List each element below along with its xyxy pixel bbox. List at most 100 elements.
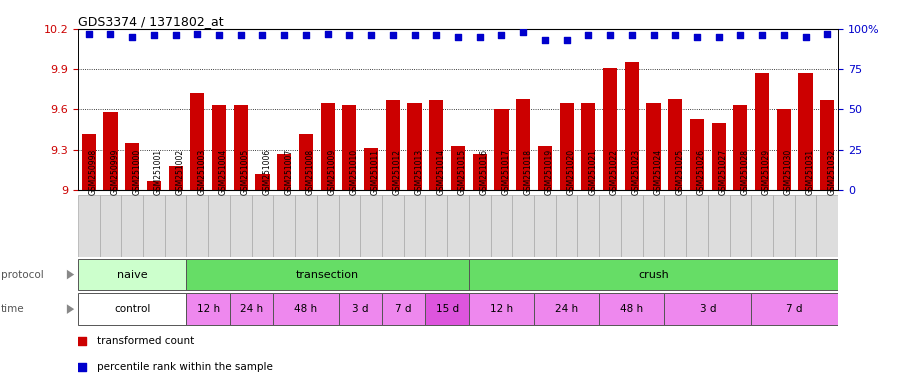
Bar bbox=[469, 293, 534, 325]
Bar bbox=[751, 195, 773, 257]
Bar bbox=[295, 195, 317, 257]
Text: 24 h: 24 h bbox=[240, 304, 263, 314]
Text: protocol: protocol bbox=[1, 270, 44, 280]
Point bbox=[74, 364, 89, 370]
Point bbox=[451, 34, 465, 40]
Bar bbox=[599, 195, 621, 257]
Bar bbox=[78, 259, 187, 290]
Bar bbox=[755, 73, 769, 190]
Bar bbox=[78, 293, 187, 325]
Bar bbox=[690, 119, 704, 190]
Point bbox=[820, 31, 834, 37]
Text: GSM251024: GSM251024 bbox=[653, 149, 662, 195]
Text: GSM251004: GSM251004 bbox=[219, 149, 228, 195]
Bar bbox=[256, 174, 269, 190]
Point bbox=[473, 34, 487, 40]
Text: 7 d: 7 d bbox=[787, 304, 803, 314]
Bar bbox=[408, 103, 421, 190]
Text: control: control bbox=[114, 304, 150, 314]
Bar bbox=[425, 293, 469, 325]
Text: GSM251015: GSM251015 bbox=[458, 149, 467, 195]
Text: GSM251016: GSM251016 bbox=[480, 149, 489, 195]
Text: 7 d: 7 d bbox=[396, 304, 412, 314]
Text: 12 h: 12 h bbox=[490, 304, 513, 314]
Bar bbox=[230, 293, 273, 325]
Bar bbox=[187, 259, 469, 290]
Bar bbox=[816, 195, 838, 257]
Bar bbox=[360, 195, 382, 257]
Bar bbox=[430, 100, 443, 190]
Bar bbox=[712, 123, 725, 190]
Bar bbox=[664, 195, 686, 257]
Bar bbox=[734, 106, 747, 190]
Text: GSM251014: GSM251014 bbox=[436, 149, 445, 195]
Bar bbox=[386, 100, 400, 190]
Bar bbox=[125, 143, 139, 190]
Text: GSM251018: GSM251018 bbox=[523, 149, 532, 195]
Bar bbox=[364, 149, 378, 190]
Point bbox=[190, 31, 204, 37]
Text: 12 h: 12 h bbox=[197, 304, 220, 314]
Text: transformed count: transformed count bbox=[97, 336, 194, 346]
Point bbox=[277, 32, 291, 38]
Bar bbox=[100, 195, 121, 257]
Bar bbox=[187, 293, 230, 325]
Bar bbox=[599, 293, 664, 325]
Text: GSM251011: GSM251011 bbox=[371, 149, 380, 195]
Point bbox=[494, 32, 508, 38]
Bar bbox=[451, 146, 465, 190]
Bar bbox=[577, 195, 599, 257]
Text: GSM251003: GSM251003 bbox=[197, 149, 206, 195]
Bar bbox=[556, 195, 577, 257]
Bar bbox=[339, 195, 360, 257]
Bar bbox=[469, 195, 491, 257]
Bar bbox=[187, 195, 208, 257]
Bar bbox=[560, 103, 573, 190]
Bar bbox=[820, 100, 834, 190]
Point bbox=[386, 32, 400, 38]
Bar bbox=[495, 109, 508, 190]
Bar bbox=[773, 195, 795, 257]
Point bbox=[364, 32, 378, 38]
Text: GSM251000: GSM251000 bbox=[132, 149, 141, 195]
Bar bbox=[447, 195, 469, 257]
Bar bbox=[299, 134, 313, 190]
Bar bbox=[516, 99, 530, 190]
Bar bbox=[82, 134, 96, 190]
Text: GSM251017: GSM251017 bbox=[501, 149, 510, 195]
Text: 3 d: 3 d bbox=[352, 304, 368, 314]
Bar bbox=[708, 195, 729, 257]
Text: 3 d: 3 d bbox=[700, 304, 716, 314]
Bar bbox=[647, 103, 660, 190]
Bar bbox=[382, 195, 404, 257]
Point bbox=[169, 32, 183, 38]
Bar bbox=[230, 195, 252, 257]
Point bbox=[516, 29, 530, 35]
Bar bbox=[729, 195, 751, 257]
Bar bbox=[534, 293, 599, 325]
Text: 48 h: 48 h bbox=[294, 304, 318, 314]
Text: GSM251026: GSM251026 bbox=[697, 149, 706, 195]
Bar bbox=[234, 106, 248, 190]
Point bbox=[147, 32, 161, 38]
Text: GSM251027: GSM251027 bbox=[719, 149, 727, 195]
Point bbox=[74, 338, 89, 344]
Bar bbox=[278, 154, 291, 190]
Bar bbox=[382, 293, 425, 325]
Bar bbox=[668, 99, 682, 190]
Text: GSM251012: GSM251012 bbox=[393, 149, 402, 195]
Point bbox=[234, 32, 248, 38]
Bar bbox=[473, 154, 486, 190]
Point bbox=[712, 34, 726, 40]
Point bbox=[603, 32, 617, 38]
Bar bbox=[621, 195, 643, 257]
Point bbox=[429, 32, 443, 38]
Bar bbox=[208, 195, 230, 257]
Text: time: time bbox=[1, 304, 25, 314]
Bar bbox=[147, 181, 161, 190]
Point bbox=[125, 34, 139, 40]
Point bbox=[321, 31, 335, 37]
Bar bbox=[603, 68, 617, 190]
Point bbox=[104, 31, 118, 37]
Point bbox=[212, 32, 226, 38]
